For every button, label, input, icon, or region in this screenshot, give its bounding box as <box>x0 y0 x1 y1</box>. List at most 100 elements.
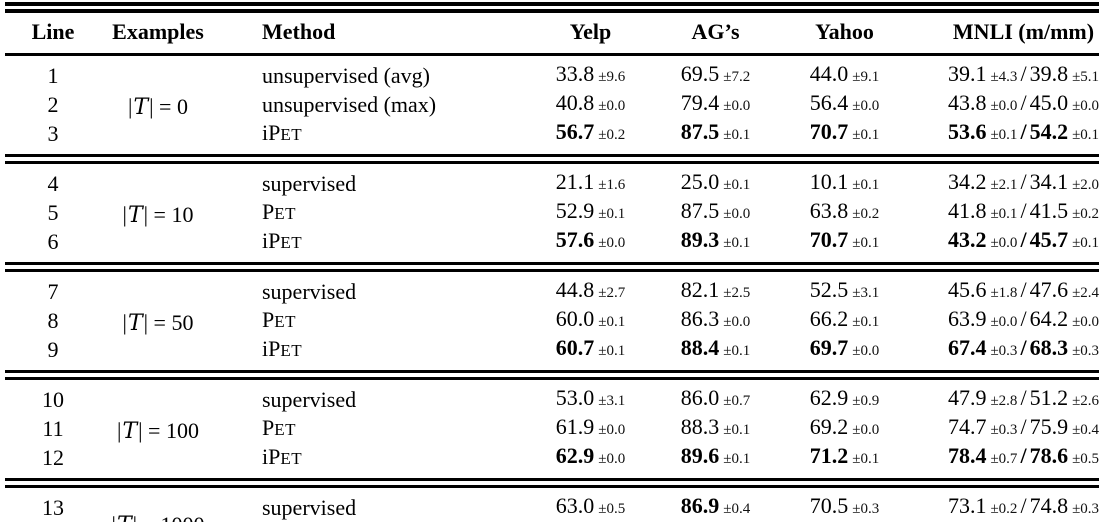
score-stddev: ±4.3 <box>990 69 1018 85</box>
yelp-score-cell: 52.9 ±0.1 <box>532 198 649 227</box>
score-value: 43.2 <box>947 227 987 252</box>
score-value: 70.7 <box>809 119 849 144</box>
ags-score-cell: 89.3 ±0.1 <box>649 227 782 267</box>
yahoo-score-cell: 52.5 ±3.1 <box>782 267 907 306</box>
ags-score-cell: 88.4 ±0.1 <box>649 335 782 375</box>
method-smallcaps: ET <box>280 340 303 360</box>
ags-score-cell: 86.3 ±0.0 <box>649 306 782 335</box>
score-stddev: ±0.5 <box>1072 451 1099 467</box>
table-row: 12 iPET 62.9 ±0.0 89.6 ±0.1 71.2 ±0.1 78.4 ±0.7/7… <box>5 443 1099 483</box>
score-value: 86.0 <box>680 385 720 410</box>
score-value: 89.3 <box>680 227 720 252</box>
mnli-slash: / <box>1020 61 1027 86</box>
script-T-symbol: T <box>116 513 133 522</box>
ags-score-cell: 25.0 ±0.1 <box>649 159 782 198</box>
row-group-examples-0: 1 |T| = 0 unsupervised (avg) 33.8 ±9.6 69.5 ±7… <box>5 55 1099 160</box>
score-value: 39.1 <box>947 61 987 86</box>
score-value: 69.7 <box>809 335 849 360</box>
table-row: 2 unsupervised (max) 40.8 ±0.0 79.4 ±0.0 56.4 ±… <box>5 90 1099 119</box>
score-value: 70.7 <box>809 227 849 252</box>
yahoo-score-cell: 66.2 ±0.1 <box>782 306 907 335</box>
score-value: 68.3 <box>1029 335 1069 360</box>
score-value: 40.8 <box>555 90 595 115</box>
score-value: 21.1 <box>555 169 595 194</box>
score-stddev: ±0.1 <box>723 235 751 251</box>
mnli-score-cell: 53.6 ±0.1/54.2 ±0.1 <box>907 119 1099 159</box>
results-table: Line Examples Method Yelp AG’s Yahoo MNL… <box>5 2 1099 522</box>
mnli-slash: / <box>1020 335 1027 360</box>
score-value: 39.8 <box>1029 61 1069 86</box>
score-value: 74.7 <box>947 414 987 439</box>
script-T-symbol: T <box>133 95 149 120</box>
method-smallcaps: ET <box>280 124 303 144</box>
score-value: 66.2 <box>809 306 849 331</box>
examples-cell: |T| = 50 <box>122 310 194 336</box>
score-stddev: ±0.1 <box>1072 127 1099 143</box>
score-value: 78.4 <box>947 443 987 468</box>
score-stddev: ±0.2 <box>598 127 626 143</box>
line-cell: 5 <box>47 199 59 225</box>
method-cell: PET <box>215 198 532 227</box>
table-header: Line Examples Method Yelp AG’s Yahoo MNL… <box>5 7 1099 55</box>
score-stddev: ±0.2 <box>1072 206 1099 222</box>
score-stddev: ±0.3 <box>990 343 1018 359</box>
method-cap: P <box>262 198 275 224</box>
line-cell: 4 <box>47 170 59 196</box>
score-value: 34.1 <box>1029 169 1069 194</box>
table-row: 10 |T| = 100 supervised 53.0 ±3.1 86.0 ±0.7 62.… <box>5 375 1099 444</box>
ags-score-cell: 69.5 ±7.2 <box>649 55 782 91</box>
yahoo-score-cell: 69.7 ±0.0 <box>782 335 907 375</box>
score-value: 57.6 <box>555 227 595 252</box>
table-row: 5 PET 52.9 ±0.1 87.5 ±0.0 63.8 ±0.2 41.8 ±0.1/41.… <box>5 198 1099 227</box>
mnli-score-cell: 41.8 ±0.1/41.5 ±0.2 <box>907 198 1099 227</box>
score-stddev: ±0.1 <box>598 206 626 222</box>
score-stddev: ±9.1 <box>852 69 880 85</box>
line-cell: 3 <box>47 120 59 146</box>
yelp-score-cell: 60.7 ±0.1 <box>532 335 649 375</box>
score-stddev: ±0.3 <box>1072 501 1099 517</box>
method-smallcaps: ET <box>280 232 303 252</box>
score-value: 45.0 <box>1029 90 1069 115</box>
score-value: 78.6 <box>1029 443 1069 468</box>
score-value: 41.8 <box>947 198 987 223</box>
method-cap: P <box>268 443 281 469</box>
header-row: Line Examples Method Yelp AG’s Yahoo MNL… <box>5 8 1099 55</box>
score-stddev: ±9.6 <box>598 69 626 85</box>
score-value: 52.5 <box>809 277 849 302</box>
yelp-score-cell: 60.0 ±0.1 <box>532 306 649 335</box>
method-cap: P <box>262 306 275 332</box>
method-cell: supervised <box>262 494 357 520</box>
score-stddev: ±2.4 <box>1072 285 1099 301</box>
yelp-score-cell: 44.8 ±2.7 <box>532 267 649 306</box>
score-stddev: ±0.1 <box>598 343 626 359</box>
line-cell: 13 <box>42 494 64 520</box>
mnli-score-cell: 43.8 ±0.0/45.0 ±0.0 <box>907 90 1099 119</box>
yelp-score-cell: 63.0 ±0.5 <box>532 483 649 522</box>
mnli-score-cell: 39.1 ±4.3/39.8 ±5.1 <box>907 55 1099 91</box>
mnli-slash: / <box>1020 306 1027 331</box>
score-value: 53.0 <box>555 385 595 410</box>
score-stddev: ±0.0 <box>852 422 880 438</box>
examples-cell: |T| = 100 <box>117 418 199 444</box>
score-stddev: ±0.7 <box>990 451 1018 467</box>
yahoo-score-cell: 71.2 ±0.1 <box>782 443 907 483</box>
score-stddev: ±2.8 <box>990 393 1018 409</box>
script-T-symbol: T <box>127 311 143 336</box>
method-smallcaps: ET <box>274 203 297 223</box>
mnli-score-cell: 73.1 ±0.2/74.8 ±0.3 <box>907 483 1099 522</box>
mnli-score-cell: 63.9 ±0.0/64.2 ±0.0 <box>907 306 1099 335</box>
score-value: 56.4 <box>809 90 849 115</box>
yelp-score-cell: 57.6 ±0.0 <box>532 227 649 267</box>
score-stddev: ±0.3 <box>1072 343 1099 359</box>
score-stddev: ±0.2 <box>990 501 1018 517</box>
ags-score-cell: 79.4 ±0.0 <box>649 90 782 119</box>
mnli-slash: / <box>1020 385 1027 410</box>
yelp-score-cell: 33.8 ±9.6 <box>532 55 649 91</box>
score-value: 44.8 <box>555 277 595 302</box>
mnli-slash: / <box>1020 90 1027 115</box>
score-stddev: ±1.8 <box>990 285 1018 301</box>
mnli-score-cell: 45.6 ±1.8/47.6 ±2.4 <box>907 267 1099 306</box>
row-group-examples-1000: 13|T| = 1000supervised63.0±0.586.9±0.470… <box>5 483 1099 522</box>
line-cell: 10 <box>42 386 64 412</box>
yahoo-score-cell: 63.8 ±0.2 <box>782 198 907 227</box>
